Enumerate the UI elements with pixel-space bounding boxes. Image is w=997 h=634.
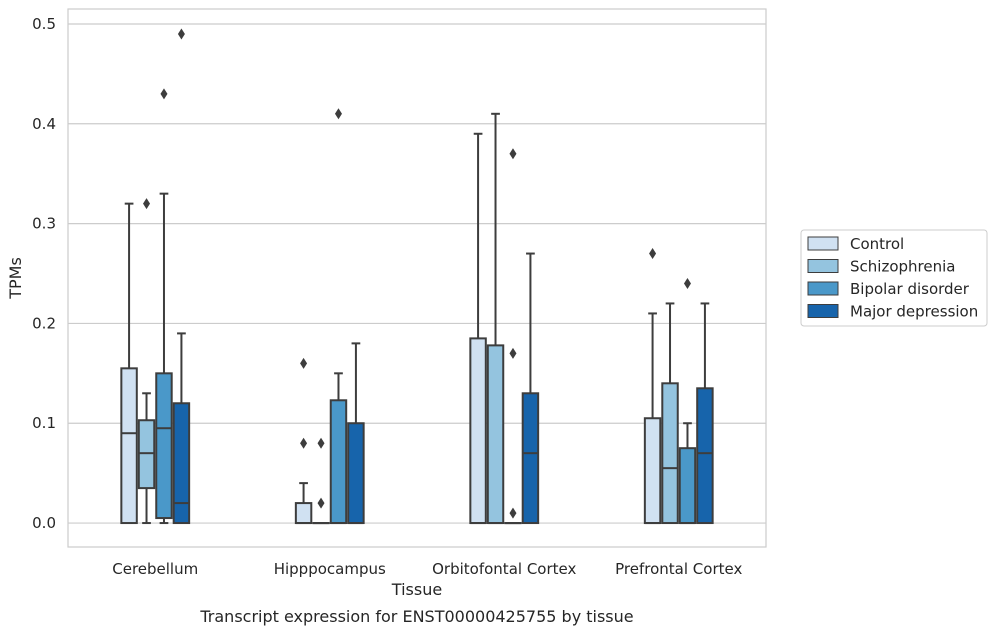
y-axis-label: TPMs bbox=[6, 257, 25, 300]
legend-label: Major depression bbox=[850, 303, 978, 321]
box-major-depression bbox=[521, 252, 540, 525]
outlier-point bbox=[177, 28, 185, 40]
box-control bbox=[294, 357, 313, 525]
outlier-point bbox=[143, 198, 151, 210]
legend: Control Schizophrenia Bipolar disorder Majo… bbox=[800, 229, 988, 327]
outlier-point bbox=[649, 248, 657, 260]
plot-area-frame bbox=[67, 8, 767, 548]
legend-swatch bbox=[807, 259, 839, 273]
y-tick-labels: 0.0 0.1 0.2 0.3 0.4 0.5 bbox=[32, 15, 56, 532]
box-bipolar-disorder bbox=[678, 277, 697, 525]
box-body bbox=[155, 372, 173, 520]
box-bipolar-disorder bbox=[504, 148, 522, 525]
box-body bbox=[643, 417, 662, 525]
outlier-point bbox=[317, 497, 325, 509]
x-tick-label: Hipppocampus bbox=[274, 560, 386, 578]
x-tick-label: Cerebellum bbox=[112, 560, 198, 578]
box-control bbox=[469, 132, 487, 525]
legend-label: Bipolar disorder bbox=[850, 280, 970, 298]
box-body bbox=[329, 399, 348, 525]
box-schizophrenia bbox=[486, 112, 505, 525]
chart-caption: Transcript expression for ENST0000042575… bbox=[199, 607, 633, 626]
outlier-point bbox=[300, 357, 308, 369]
box-body bbox=[294, 502, 313, 525]
box-body bbox=[521, 392, 540, 525]
x-axis-label: Tissue bbox=[391, 580, 442, 599]
box-body bbox=[661, 382, 679, 525]
legend-swatch bbox=[807, 236, 839, 251]
y-tick-label: 0.1 bbox=[32, 414, 56, 432]
y-tick-label: 0.0 bbox=[32, 514, 56, 532]
x-tick-label: Prefrontal Cortex bbox=[615, 560, 742, 578]
legend-frame bbox=[800, 229, 988, 327]
box-schizophrenia bbox=[312, 437, 330, 525]
x-tick-labels: Cerebellum Hipppocampus Orbitofontal Corte… bbox=[112, 560, 742, 578]
box-major-depression bbox=[347, 342, 365, 525]
box-body bbox=[696, 387, 714, 525]
box-bipolar-disorder bbox=[329, 108, 348, 525]
outlier-point bbox=[317, 437, 325, 449]
box-body bbox=[486, 344, 505, 525]
outlier-point bbox=[300, 437, 308, 449]
outlier-point bbox=[509, 347, 517, 359]
outlier-point bbox=[509, 148, 517, 160]
legend-label: Schizophrenia bbox=[850, 258, 955, 276]
y-tick-label: 0.4 bbox=[32, 115, 56, 133]
box-bipolar-disorder bbox=[155, 88, 173, 525]
outlier-point bbox=[334, 108, 342, 120]
outlier-point bbox=[160, 88, 168, 100]
y-tick-label: 0.5 bbox=[32, 15, 56, 33]
outlier-point bbox=[509, 507, 517, 519]
box-schizophrenia bbox=[661, 302, 679, 525]
box-major-depression bbox=[696, 302, 714, 525]
legend-label: Control bbox=[850, 235, 904, 253]
box-body bbox=[678, 447, 697, 525]
legend-swatch bbox=[807, 281, 839, 296]
box-control bbox=[120, 202, 138, 525]
x-tick-label: Orbitofontal Cortex bbox=[432, 560, 576, 578]
y-tick-label: 0.2 bbox=[32, 314, 56, 332]
box-body bbox=[469, 337, 487, 525]
box-body bbox=[172, 402, 191, 525]
outlier-point bbox=[683, 277, 691, 289]
y-tick-label: 0.3 bbox=[32, 215, 56, 233]
box-body bbox=[347, 422, 365, 525]
box-major-depression bbox=[172, 28, 191, 525]
box-schizophrenia bbox=[137, 198, 156, 525]
box-control bbox=[643, 248, 662, 525]
box-body bbox=[120, 367, 138, 525]
box-series bbox=[120, 28, 714, 525]
legend-swatch bbox=[807, 304, 839, 318]
